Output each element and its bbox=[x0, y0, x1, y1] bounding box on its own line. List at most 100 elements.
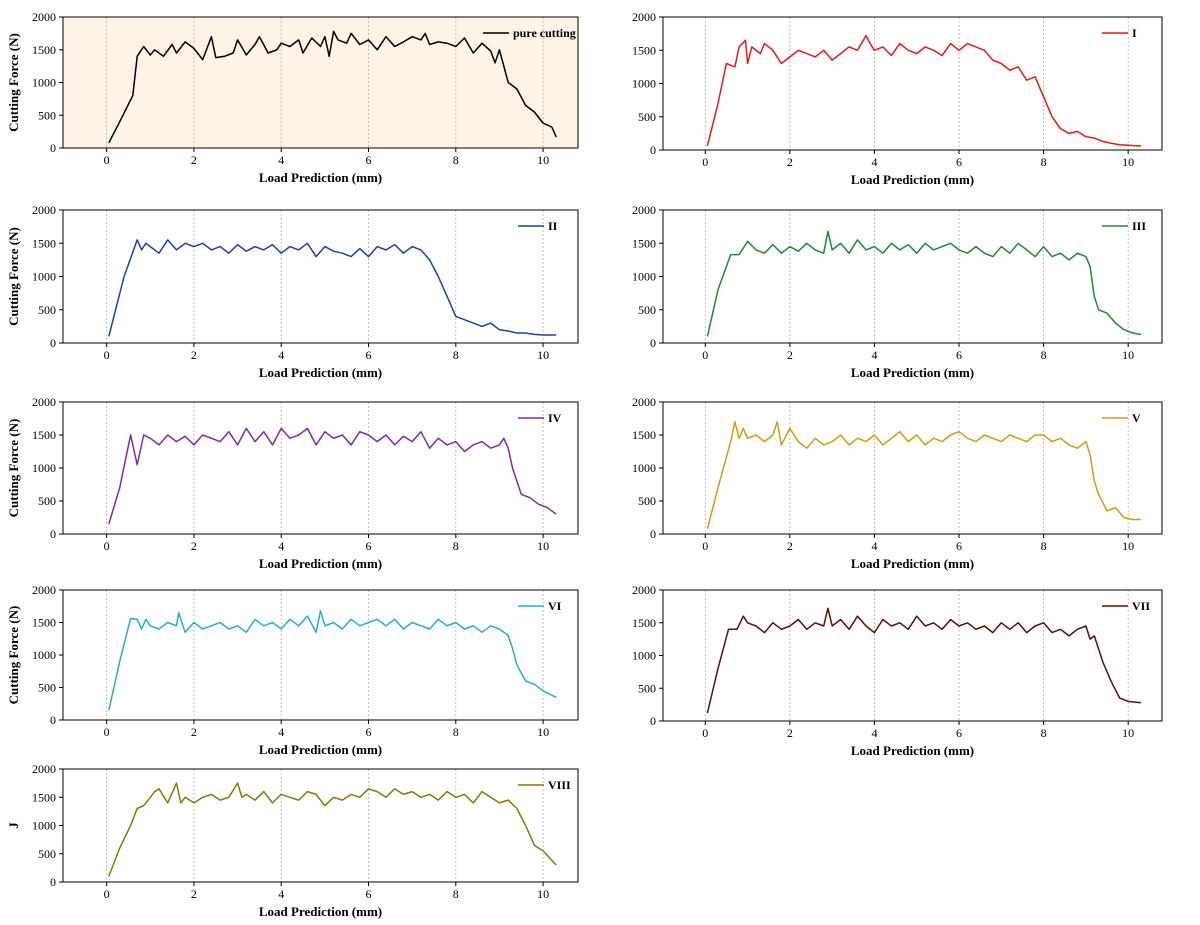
x-tick-label: 2 bbox=[787, 539, 793, 553]
x-tick-label: 10 bbox=[1122, 539, 1134, 553]
x-tick-label: 8 bbox=[453, 539, 459, 553]
legend-label: V bbox=[1132, 411, 1141, 425]
y-tick-label: 2000 bbox=[632, 583, 656, 597]
plot-background bbox=[663, 590, 1162, 721]
chart-panel-7: 0 2 4 6 8 10 0 500 1000 1500 2000 Load Prediction (… bbox=[6, 583, 579, 757]
x-tick-label: 6 bbox=[366, 725, 372, 739]
x-tick-label: 8 bbox=[1041, 539, 1047, 553]
x-tick-label: 8 bbox=[1041, 726, 1047, 740]
y-tick-label: 1500 bbox=[632, 616, 656, 630]
x-axis-title: Load Prediction (mm) bbox=[259, 365, 382, 380]
y-tick-label: 0 bbox=[50, 713, 56, 727]
x-tick-label: 4 bbox=[278, 539, 284, 553]
x-tick-label: 10 bbox=[1122, 155, 1134, 169]
legend-label: I bbox=[1132, 26, 1137, 40]
y-tick-label: 0 bbox=[650, 336, 656, 350]
x-tick-label: 6 bbox=[956, 726, 962, 740]
y-tick-label: 500 bbox=[38, 847, 56, 861]
x-tick-label: 4 bbox=[278, 153, 284, 167]
y-tick-label: 0 bbox=[650, 143, 656, 157]
x-tick-label: 2 bbox=[191, 153, 197, 167]
x-tick-label: 2 bbox=[191, 539, 197, 553]
x-tick-label: 8 bbox=[453, 725, 459, 739]
series-line bbox=[706, 230, 1142, 337]
legend-label: VI bbox=[548, 599, 562, 613]
plot-background bbox=[663, 17, 1162, 150]
y-axis-title: J bbox=[6, 822, 21, 829]
legend-label: pure cutting bbox=[513, 26, 576, 40]
y-tick-label: 1500 bbox=[32, 236, 56, 250]
x-tick-label: 6 bbox=[956, 348, 962, 362]
x-tick-label: 6 bbox=[366, 153, 372, 167]
y-tick-label: 1500 bbox=[32, 43, 56, 57]
series-line bbox=[108, 30, 557, 144]
x-tick-label: 0 bbox=[104, 725, 110, 739]
legend-label: IV bbox=[548, 411, 562, 425]
plot-background bbox=[663, 402, 1162, 534]
y-tick-label: 0 bbox=[650, 527, 656, 541]
x-tick-label: 10 bbox=[537, 153, 549, 167]
chart-panel-5: 0 2 4 6 8 10 0 500 1000 1500 2000 Load Prediction (… bbox=[6, 395, 579, 571]
y-tick-label: 1000 bbox=[632, 77, 656, 91]
chart-panel-3: 0 2 4 6 8 10 0 500 1000 1500 2000 Load Prediction (… bbox=[6, 203, 579, 380]
plot-background bbox=[63, 210, 578, 343]
x-tick-label: 4 bbox=[871, 348, 877, 362]
y-tick-label: 1000 bbox=[32, 270, 56, 284]
x-tick-label: 0 bbox=[104, 348, 110, 362]
y-tick-label: 500 bbox=[38, 494, 56, 508]
y-tick-label: 2000 bbox=[632, 10, 656, 24]
y-tick-label: 1500 bbox=[32, 616, 56, 630]
y-tick-label: 1000 bbox=[632, 649, 656, 663]
x-tick-label: 6 bbox=[366, 887, 372, 901]
y-tick-label: 2000 bbox=[632, 395, 656, 409]
x-tick-label: 0 bbox=[702, 155, 708, 169]
y-axis-title: Cutting Force (N) bbox=[6, 33, 21, 132]
series-line bbox=[108, 782, 557, 877]
x-tick-label: 10 bbox=[537, 348, 549, 362]
y-tick-label: 1000 bbox=[32, 76, 56, 90]
x-tick-label: 6 bbox=[956, 539, 962, 553]
y-tick-label: 1000 bbox=[32, 648, 56, 662]
x-tick-label: 4 bbox=[278, 725, 284, 739]
x-tick-label: 6 bbox=[366, 348, 372, 362]
y-tick-label: 500 bbox=[638, 110, 656, 124]
legend-label: VII bbox=[1132, 599, 1150, 613]
x-tick-label: 10 bbox=[537, 539, 549, 553]
legend-label: II bbox=[548, 219, 558, 233]
chart-panel-8: 0 2 4 6 8 10 0 500 1000 1500 2000 Load Prediction (… bbox=[632, 583, 1163, 758]
y-tick-label: 1500 bbox=[632, 428, 656, 442]
series-line bbox=[108, 610, 557, 711]
chart-panel-9: 0 2 4 6 8 10 0 500 1000 1500 2000 Load Prediction (… bbox=[6, 762, 579, 919]
y-tick-label: 2000 bbox=[32, 203, 56, 217]
plot-background bbox=[63, 590, 578, 720]
y-tick-label: 2000 bbox=[32, 10, 56, 24]
x-tick-label: 2 bbox=[191, 348, 197, 362]
x-axis-title: Load Prediction (mm) bbox=[259, 742, 382, 757]
x-tick-label: 10 bbox=[537, 887, 549, 901]
y-tick-label: 1500 bbox=[632, 43, 656, 57]
y-tick-label: 1000 bbox=[632, 270, 656, 284]
x-tick-label: 0 bbox=[702, 348, 708, 362]
x-tick-label: 6 bbox=[366, 539, 372, 553]
y-tick-label: 500 bbox=[638, 303, 656, 317]
x-tick-label: 0 bbox=[104, 539, 110, 553]
y-tick-label: 0 bbox=[50, 141, 56, 155]
series-line bbox=[706, 34, 1141, 147]
x-tick-label: 8 bbox=[453, 348, 459, 362]
chart-panel-6: 0 2 4 6 8 10 0 500 1000 1500 2000 Load Prediction (… bbox=[632, 395, 1163, 571]
x-axis-title: Load Prediction (mm) bbox=[851, 172, 974, 187]
x-tick-label: 8 bbox=[453, 153, 459, 167]
x-tick-label: 6 bbox=[956, 155, 962, 169]
y-tick-label: 500 bbox=[38, 303, 56, 317]
x-axis-title: Load Prediction (mm) bbox=[851, 743, 974, 758]
y-tick-label: 0 bbox=[650, 714, 656, 728]
y-tick-label: 1500 bbox=[32, 790, 56, 804]
x-axis-title: Load Prediction (mm) bbox=[851, 556, 974, 571]
x-tick-label: 4 bbox=[278, 887, 284, 901]
legend-label: VIII bbox=[548, 778, 571, 792]
chart-panel-2: 0 2 4 6 8 10 0 500 1000 1500 2000 Load Prediction (… bbox=[632, 10, 1163, 187]
y-tick-label: 1500 bbox=[32, 428, 56, 442]
x-tick-label: 2 bbox=[191, 887, 197, 901]
y-tick-label: 1000 bbox=[32, 461, 56, 475]
